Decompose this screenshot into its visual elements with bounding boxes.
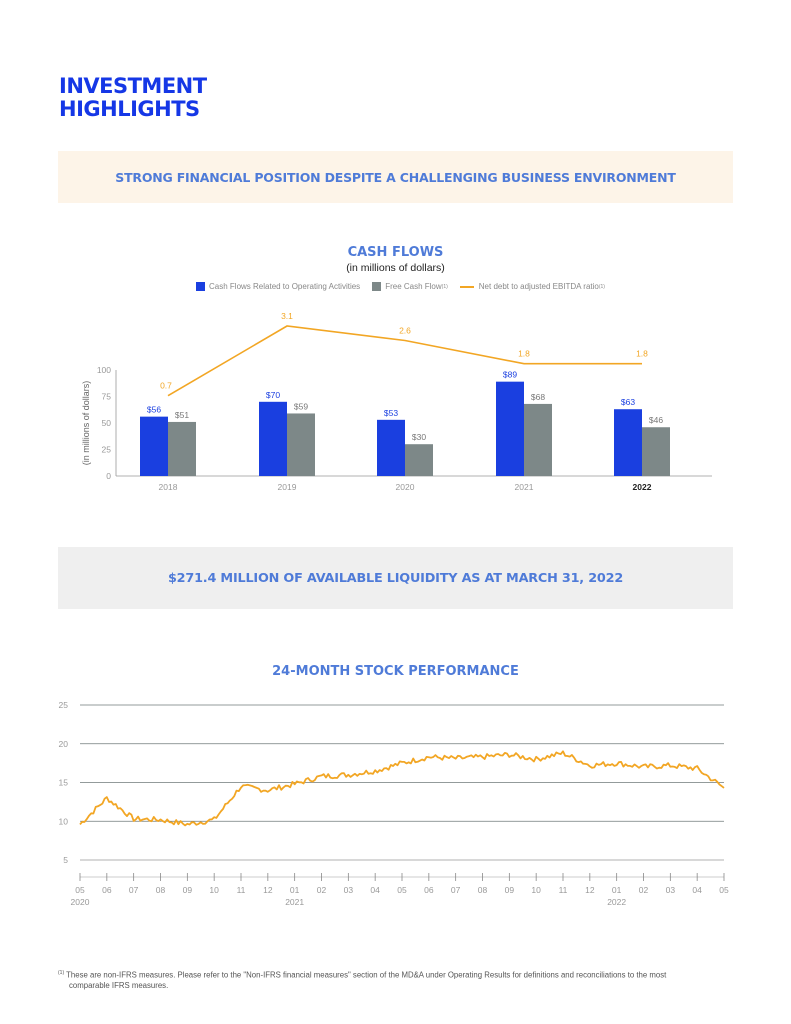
bar-fcf-2018 <box>168 421 196 476</box>
x-tick-label: 09 <box>183 885 193 895</box>
bar-label-operating-2019: $70 <box>266 390 280 400</box>
legend-swatch-fcf <box>372 282 382 291</box>
ratio-label-2020: 2.6 <box>399 326 411 336</box>
y-tick-label: 75 <box>102 392 112 402</box>
x-tick-label: 06 <box>424 885 434 895</box>
y-tick-label: 20 <box>59 739 69 749</box>
y-tick-label: 10 <box>59 816 69 826</box>
x-tick-label: 12 <box>263 885 273 895</box>
legend-swatch-operating <box>196 282 205 291</box>
year-label-2022: 2022 <box>607 897 626 907</box>
cash-flows-chart: 0 25 50 75 100 (in millions of dollars) $56 $51… <box>81 311 712 492</box>
bar-label-operating-2022: $63 <box>621 397 635 407</box>
y-tick-label: 50 <box>102 418 112 428</box>
legend-line-ratio <box>459 285 474 288</box>
ratio-line <box>167 325 642 397</box>
x-tick-label: 08 <box>478 885 488 895</box>
x-tick-label: 10 <box>531 885 541 895</box>
bar-label-fcf-2022: $46 <box>649 415 663 425</box>
y-tick-label: 25 <box>102 445 112 455</box>
bar-fcf-2019 <box>287 413 315 476</box>
title-line-2: HIGHLIGHTS <box>59 97 200 121</box>
x-tick-label-2018: 2018 <box>159 482 178 492</box>
cash-flows-legend: Cash Flows Related to Operating Activiti… <box>196 282 617 291</box>
bar-fcf-2022 <box>642 427 670 476</box>
x-tick-label: 05 <box>397 885 407 895</box>
legend-label-fcf: Free Cash Flow <box>385 282 442 291</box>
cash-flows-subtitle: (in millions of dollars) <box>346 262 445 274</box>
cash-flows-title: CASH FLOWS <box>347 245 444 260</box>
x-tick-label-2021: 2021 <box>515 482 534 492</box>
legend-item-fcf: Free Cash Flow (1) <box>372 282 448 291</box>
footnote: (1) These are non-IFRS measures. Please … <box>58 968 748 991</box>
bar-fcf-2021 <box>524 403 552 476</box>
x-tick-label: 04 <box>370 885 380 895</box>
x-tick-label: 02 <box>639 885 649 895</box>
legend-item-ratio: Net debt to adjusted EBITDA ratio (1) <box>459 282 605 291</box>
legend-label-ratio: Net debt to adjusted EBITDA ratio <box>478 282 599 291</box>
bar-label-operating-2020: $53 <box>384 408 398 418</box>
x-tick-label: 12 <box>585 885 595 895</box>
footnote-line-1: These are non-IFRS measures. Please refe… <box>66 970 667 980</box>
bar-operating-2020 <box>377 419 405 476</box>
y-tick-label: 15 <box>59 778 69 788</box>
y-tick-label: 100 <box>97 365 111 375</box>
stock-performance-title: 24-MONTH STOCK PERFORMANCE <box>272 664 519 679</box>
x-tick-label-2019: 2019 <box>278 482 297 492</box>
x-tick-label: 09 <box>505 885 515 895</box>
x-tick-label: 11 <box>559 885 568 895</box>
x-tick-label: 04 <box>692 885 702 895</box>
x-tick-label: 11 <box>237 885 246 895</box>
stock-price-line <box>79 750 725 827</box>
x-tick-label: 05 <box>75 885 85 895</box>
legend-sup-ratio: (1) <box>598 283 605 290</box>
bar-label-fcf-2019: $59 <box>294 401 308 411</box>
legend-item-operating: Cash Flows Related to Operating Activiti… <box>196 282 360 291</box>
x-tick-label: 05 <box>719 885 729 895</box>
bar-operating-2022 <box>614 409 642 476</box>
legend-sup-fcf: (1) <box>441 283 448 290</box>
x-tick-label: 02 <box>317 885 327 895</box>
stock-performance-chart: 5 10 15 20 25 05 06 07 08 09 10 11 12 01 02 03 04 05 06 07 0… <box>59 700 729 907</box>
bar-label-fcf-2021: $68 <box>531 392 545 402</box>
x-tick-label: 08 <box>156 885 166 895</box>
year-label-2020: 2020 <box>71 897 90 907</box>
x-tick-label: 07 <box>451 885 461 895</box>
x-tick-label: 01 <box>612 885 622 895</box>
x-tick-label: 07 <box>129 885 139 895</box>
financial-position-banner: STRONG FINANCIAL POSITION DESPITE A CHAL… <box>58 151 733 203</box>
ratio-label-2019: 3.1 <box>281 311 293 321</box>
x-tick-label-2022: 2022 <box>633 482 652 492</box>
y-axis-label: (in millions of dollars) <box>81 381 91 466</box>
x-tick-label: 06 <box>102 885 112 895</box>
year-label-2021: 2021 <box>285 897 304 907</box>
bar-label-operating-2018: $56 <box>147 405 161 415</box>
bar-operating-2019 <box>259 401 287 476</box>
y-tick-label: 5 <box>63 855 68 865</box>
x-tick-label-2020: 2020 <box>396 482 415 492</box>
bar-label-operating-2021: $89 <box>503 370 517 380</box>
page-title: INVESTMENT HIGHLIGHTS <box>59 75 207 121</box>
bar-label-fcf-2020: $30 <box>412 432 426 442</box>
footnote-line-2: comparable IFRS measures. <box>69 980 169 990</box>
x-tick-label: 03 <box>666 885 676 895</box>
bar-operating-2021 <box>496 381 524 476</box>
ratio-label-2018: 0.7 <box>160 381 172 391</box>
y-tick-label: 0 <box>106 471 111 481</box>
x-tick-label: 01 <box>290 885 300 895</box>
title-line-1: INVESTMENT <box>59 74 207 98</box>
footnote-marker: (1) <box>58 970 65 976</box>
x-tick-label: 10 <box>209 885 219 895</box>
bar-fcf-2020 <box>405 444 433 476</box>
legend-label-operating: Cash Flows Related to Operating Activiti… <box>209 282 361 291</box>
liquidity-banner: $271.4 MILLION OF AVAILABLE LIQUIDITY AS… <box>58 547 733 609</box>
ratio-label-2022: 1.8 <box>636 349 648 359</box>
bar-label-fcf-2018: $51 <box>175 410 189 420</box>
bar-operating-2018 <box>140 416 168 476</box>
y-tick-label: 25 <box>59 700 69 710</box>
x-tick-label: 03 <box>344 885 354 895</box>
ratio-label-2021: 1.8 <box>518 349 530 359</box>
